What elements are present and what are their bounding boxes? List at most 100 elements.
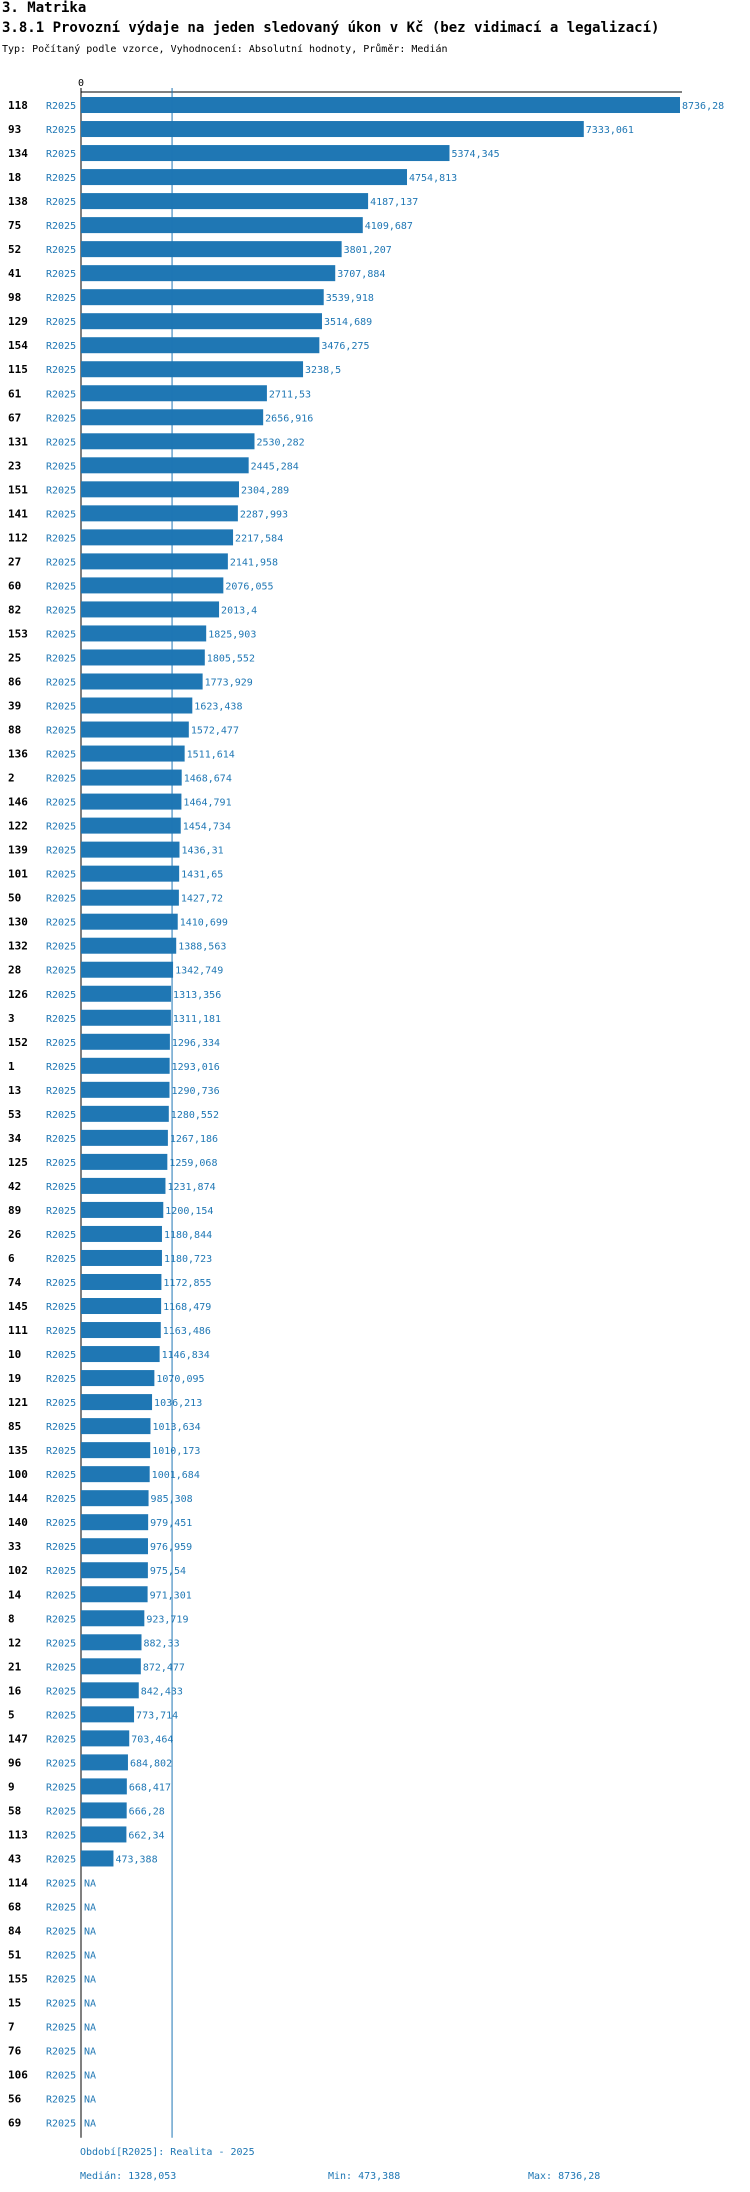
bar	[81, 889, 179, 906]
row-period-label: R2025	[46, 1710, 76, 1721]
row-period-label: R2025	[46, 1350, 76, 1361]
bar	[81, 913, 178, 930]
data-label-na: NA	[84, 1999, 96, 2010]
row-period-label: R2025	[46, 894, 76, 905]
bar	[81, 193, 369, 210]
data-label: 971,301	[150, 1590, 192, 1601]
bar	[81, 817, 181, 834]
row-id-label: 21	[8, 1660, 22, 1673]
row-id-label: 8	[8, 1612, 15, 1625]
row-period-label: R2025	[46, 1398, 76, 1409]
data-label: 4754,813	[409, 173, 457, 184]
row-period-label: R2025	[46, 990, 76, 1001]
data-label: 1168,479	[163, 1302, 211, 1313]
row-period-label: R2025	[46, 485, 76, 496]
row-period-label: R2025	[46, 702, 76, 713]
data-label: 1070,095	[156, 1374, 204, 1385]
row-id-label: 138	[8, 195, 28, 208]
row-period-label: R2025	[46, 1278, 76, 1289]
bar	[81, 1177, 166, 1194]
row-id-label: 39	[8, 700, 21, 713]
row-id-label: 85	[8, 1420, 21, 1433]
row-period-label: R2025	[46, 1110, 76, 1121]
row-period-label: R2025	[46, 629, 76, 640]
row-period-label: R2025	[46, 1782, 76, 1793]
row-id-label: 76	[8, 2045, 22, 2058]
row-period-label: R2025	[46, 1566, 76, 1577]
data-label: 2656,916	[265, 413, 313, 424]
row-id-label: 19	[8, 1372, 21, 1385]
bar	[81, 649, 205, 666]
data-label: 7333,061	[586, 125, 634, 136]
row-id-label: 102	[8, 1564, 28, 1577]
row-period-label: R2025	[46, 1542, 76, 1553]
row-period-label: R2025	[46, 605, 76, 616]
data-label: 1180,723	[164, 1254, 212, 1265]
data-label: 975,54	[150, 1566, 186, 1577]
footer-period: Období[R2025]: Realita - 2025	[80, 2147, 255, 2158]
bar	[81, 1754, 128, 1771]
row-id-label: 135	[8, 1444, 28, 1457]
bar	[81, 313, 322, 330]
data-label: 2013,4	[221, 605, 257, 616]
row-period-label: R2025	[46, 1975, 76, 1986]
bar	[81, 1586, 148, 1603]
bar	[81, 433, 255, 450]
row-period-label: R2025	[46, 870, 76, 881]
bar	[81, 961, 174, 978]
data-label: 1293,016	[172, 1062, 220, 1073]
data-label: 1342,749	[175, 966, 223, 977]
data-label: 1773,929	[205, 677, 253, 688]
footer-min: Min: 473,388	[328, 2171, 401, 2182]
row-id-label: 9	[8, 1780, 15, 1793]
row-id-label: 111	[8, 1324, 28, 1337]
data-label: 2711,53	[269, 389, 311, 400]
data-label: 473,388	[115, 1854, 157, 1865]
row-period-label: R2025	[46, 1086, 76, 1097]
row-id-label: 126	[8, 988, 28, 1001]
row-id-label: 112	[8, 531, 28, 544]
row-id-label: 144	[8, 1492, 28, 1505]
row-period-label: R2025	[46, 1518, 76, 1529]
data-label: 3514,689	[324, 317, 372, 328]
row-period-label: R2025	[46, 846, 76, 857]
row-period-label: R2025	[46, 581, 76, 592]
row-id-label: 125	[8, 1156, 28, 1169]
row-period-label: R2025	[46, 245, 76, 256]
bar	[81, 577, 224, 594]
row-id-label: 56	[8, 2093, 22, 2106]
bar	[81, 1490, 149, 1507]
bar	[81, 337, 320, 354]
row-period-label: R2025	[46, 1062, 76, 1073]
data-label: 2304,289	[241, 485, 289, 496]
row-id-label: 134	[8, 147, 28, 160]
bar	[81, 1370, 155, 1387]
data-label: 1001,684	[152, 1470, 200, 1481]
data-label: 1290,736	[171, 1086, 219, 1097]
row-period-label: R2025	[46, 1326, 76, 1337]
row-period-label: R2025	[46, 918, 76, 929]
row-period-label: R2025	[46, 1422, 76, 1433]
row-period-label: R2025	[46, 1686, 76, 1697]
bar	[81, 697, 193, 714]
data-label: 773,714	[136, 1710, 178, 1721]
bar	[81, 1778, 127, 1795]
bar	[81, 457, 249, 474]
data-label: 1427,72	[181, 894, 223, 905]
row-id-label: 122	[8, 820, 28, 833]
row-id-label: 100	[8, 1468, 28, 1481]
row-id-label: 50	[8, 892, 21, 905]
row-period-label: R2025	[46, 509, 76, 520]
row-period-label: R2025	[46, 1374, 76, 1385]
row-id-label: 131	[8, 435, 28, 448]
row-period-label: R2025	[46, 966, 76, 977]
data-label: 1431,65	[181, 870, 223, 881]
bar	[81, 481, 239, 498]
row-id-label: 6	[8, 1252, 15, 1265]
row-period-label: R2025	[46, 653, 76, 664]
row-period-label: R2025	[46, 125, 76, 136]
row-period-label: R2025	[46, 1927, 76, 1938]
footer-max: Max: 8736,28	[528, 2171, 601, 2182]
data-label: 662,34	[128, 1830, 164, 1841]
data-label-na: NA	[84, 2119, 96, 2130]
